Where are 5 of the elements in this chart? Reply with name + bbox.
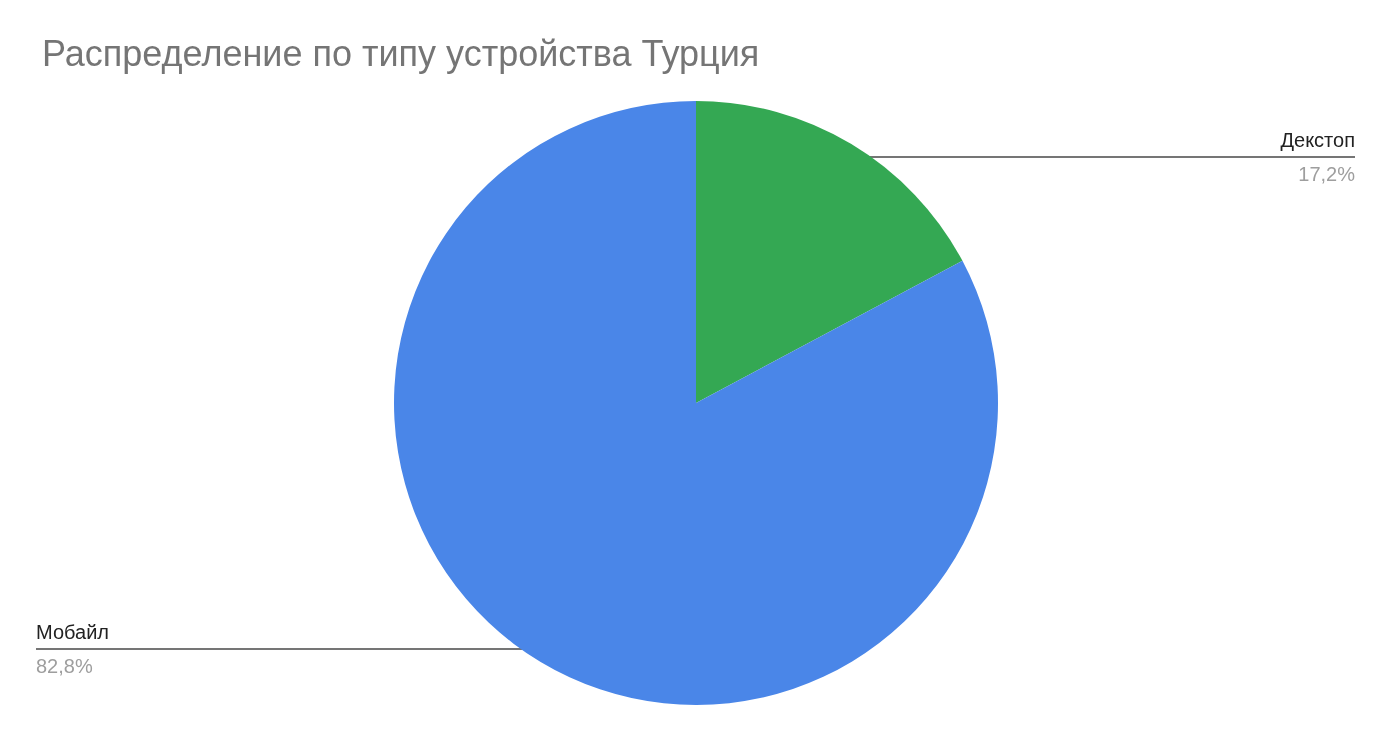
data-label: 82,8%	[36, 655, 93, 678]
slice-label: Декстоп	[1280, 128, 1355, 151]
data-label: 17,2%	[1298, 162, 1356, 185]
chart-title: Распределение по типу устройства Турция	[42, 32, 760, 74]
slice-label: Мобайл	[36, 621, 109, 644]
